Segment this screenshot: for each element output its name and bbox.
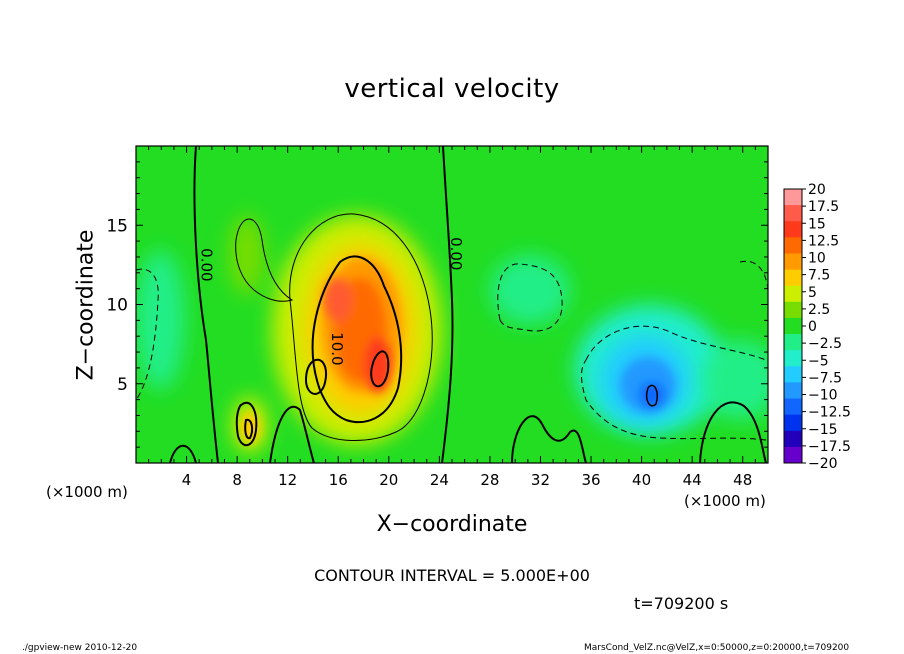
colorbar-label: −20 [808,456,838,472]
x-tick-label: 4 [182,471,192,489]
colorbar-swatch [784,205,802,222]
colorbar-swatch [784,334,802,351]
colorbar-swatch [784,366,802,383]
x-tick-label: 36 [581,471,600,489]
x-axis-label: X−coordinate [376,512,528,537]
x-tick-label: 16 [329,471,348,489]
y-axis-label: Z−coordinate [73,229,99,381]
colorbar-swatch [784,414,802,432]
colorbar-label: 7.5 [808,268,830,284]
colorbar-label: 0 [808,319,817,335]
x-tick-label: 32 [531,471,550,489]
colorbar-label: 5 [808,285,817,301]
x-tick-label: 28 [480,471,499,489]
colorbar-label: −10 [808,388,838,404]
colorbar-swatch [784,221,802,238]
colorbar-label: −5 [808,353,829,369]
contour-label: 0.00 [447,237,465,270]
x-tick-label: 48 [733,471,752,489]
colorbar-swatch [784,285,802,303]
program-info: ./gpview-new 2010-12-20 [22,643,138,653]
colorbar-label: 12.5 [808,233,839,249]
x-axis-ticks: 4 8 12 16 20 24 28 32 36 40 44 48 [148,146,756,489]
colorbar-label: 20 [808,182,826,198]
y-tick-label: 10 [106,296,128,316]
colorbar-label: −12.5 [808,405,851,421]
x-unit-right: (×1000 m) [684,492,766,510]
colorbar-swatch [784,301,802,319]
color-field: 0.00 0.00 10.0 [136,146,768,463]
colorbar-swatch [784,382,802,400]
contour-label: 0.00 [198,248,216,281]
colorbar-swatch [784,446,802,464]
y-tick-label: 5 [117,375,128,395]
x-tick-label: 20 [379,471,398,489]
source-info: MarsCond_VelZ.nc@VelZ,x=0:50000,z=0:2000… [584,643,850,653]
colorbar-swatch [784,350,802,367]
x-tick-label: 44 [683,471,702,489]
time-stamp: t=709200 s [634,594,729,613]
x-unit-left: (×1000 m) [46,483,128,501]
contour-lines [136,146,768,463]
colorbar-swatch [784,253,802,271]
contour-label: 10.0 [328,332,346,365]
colorbar-swatch [784,430,802,448]
colorbar-swatch [784,269,802,287]
x-tick-label: 24 [430,471,449,489]
colorbar-swatch [784,398,802,416]
colorbar-swatch [784,189,802,206]
colorbar-label: −17.5 [808,439,851,455]
x-tick-label: 12 [278,471,297,489]
contour-interval: CONTOUR INTERVAL = 5.000E+00 [314,566,590,585]
colorbar-label: −7.5 [808,370,842,386]
y-axis-ticks: 5 10 15 [106,161,768,448]
colorbar-label: −2.5 [808,336,842,352]
x-tick-label: 40 [632,471,651,489]
colorbar-label: 10 [808,251,826,267]
x-tick-label: 8 [232,471,242,489]
colorbar-label: 17.5 [808,199,839,215]
colorbar-label: 15 [808,216,826,232]
colorbar-label: 2.5 [808,302,830,318]
colorbar-swatch [784,317,802,335]
colorbar-swatch [784,237,802,254]
y-tick-label: 15 [106,216,128,236]
colorbar-label: −15 [808,422,838,438]
chart-title: vertical velocity [344,74,560,104]
